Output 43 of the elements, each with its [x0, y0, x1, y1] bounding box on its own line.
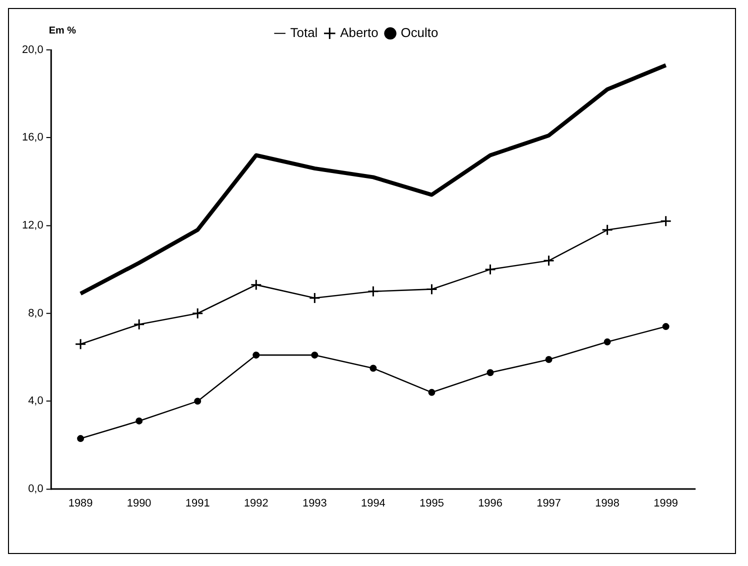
point [77, 435, 84, 442]
point [484, 264, 496, 276]
x-tick-label: 1999 [654, 498, 678, 510]
x-tick-label: 1997 [536, 498, 561, 510]
x-tick-label: 1992 [244, 498, 268, 510]
point [604, 338, 611, 346]
x-tick-label: 1995 [420, 498, 444, 510]
y-tick-label: 0,0 [28, 483, 44, 496]
x-tick-label: 1998 [595, 498, 620, 510]
point [486, 369, 494, 376]
y-tick-label: 4,0 [28, 395, 44, 408]
y-tick-label: 16,0 [22, 132, 44, 144]
x-tick-label: 1993 [302, 498, 327, 510]
point [192, 308, 204, 320]
point [426, 283, 438, 295]
legend-label: Oculto [400, 24, 438, 40]
point [662, 323, 670, 330]
point [136, 417, 143, 424]
y-tick-label: 8,0 [28, 307, 44, 320]
point [370, 364, 377, 372]
point [545, 356, 552, 363]
y-tick-label: 12,0 [22, 220, 44, 232]
point [660, 215, 672, 227]
point [311, 352, 318, 359]
point [250, 279, 262, 291]
point [428, 388, 436, 396]
point [252, 352, 260, 359]
point [543, 254, 555, 266]
x-tick-label: 1989 [68, 498, 93, 510]
legend-label: Aberto [340, 24, 378, 40]
y-tick-label: 20,0 [22, 44, 44, 56]
x-tick-label: 1991 [185, 498, 210, 510]
x-tick-label: 1990 [126, 498, 152, 510]
point [194, 398, 202, 405]
point [74, 338, 86, 350]
point [133, 318, 145, 330]
x-tick-label: 1996 [478, 498, 502, 510]
point [602, 224, 614, 236]
point [308, 292, 320, 304]
x-tick-label: 1994 [361, 498, 386, 510]
legend-label: Total [290, 24, 318, 40]
point [367, 286, 379, 298]
y-axis-title: Em % [48, 26, 76, 37]
